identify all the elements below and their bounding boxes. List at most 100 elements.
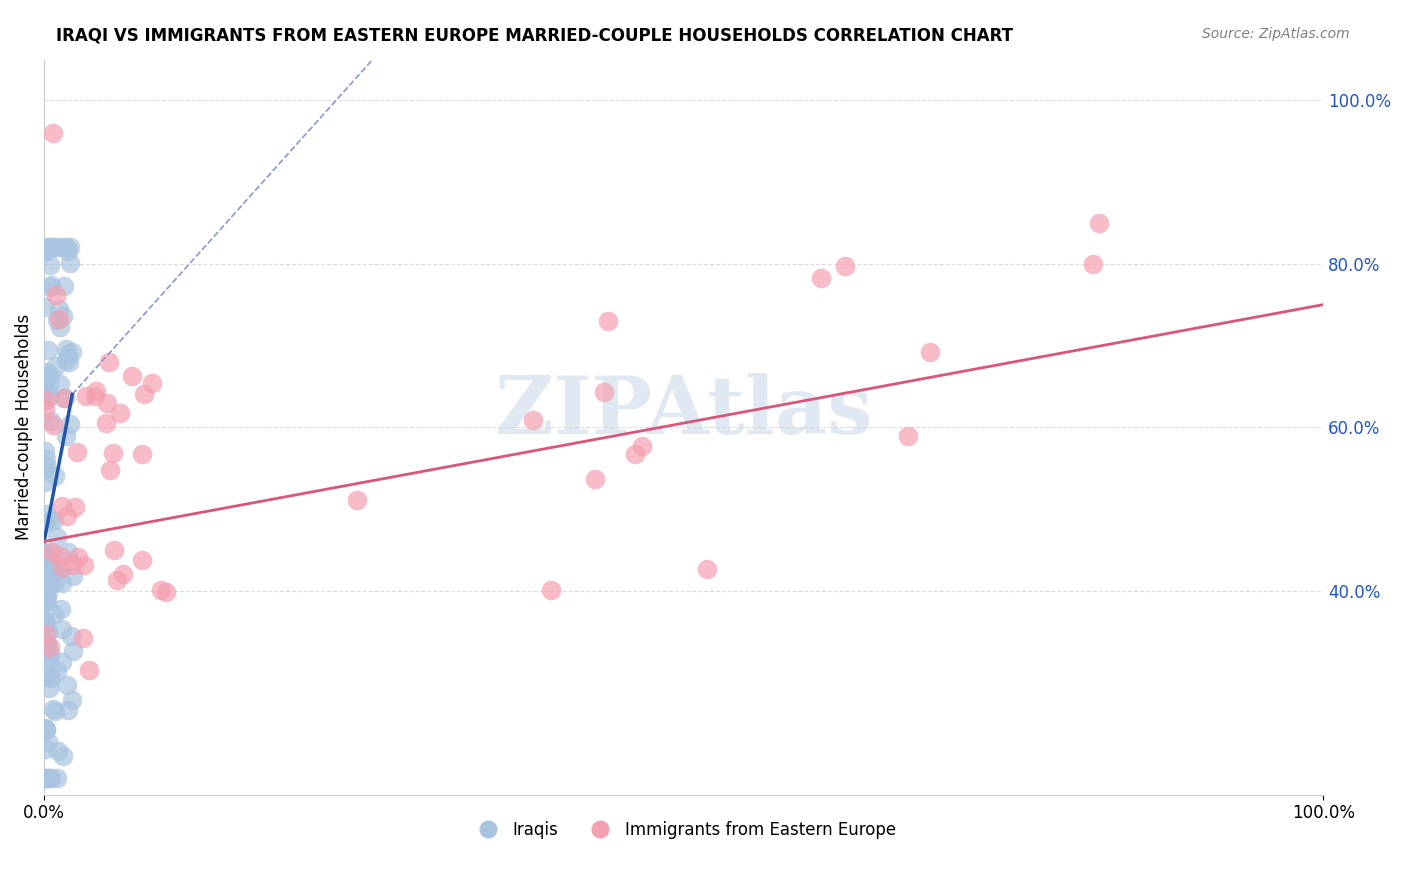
Iraqis [48, 561, 70, 575]
Immigrants from Eastern Europe [696, 562, 718, 576]
Iraqis [48, 302, 70, 317]
Iraqis [34, 721, 56, 735]
Immigrants from Eastern Europe [62, 558, 84, 572]
Immigrants from Eastern Europe [598, 313, 620, 327]
Iraqis [35, 384, 58, 399]
Iraqis [34, 444, 56, 458]
Iraqis [55, 677, 77, 691]
Immigrants from Eastern Europe [97, 354, 120, 368]
Iraqis [41, 240, 63, 254]
Immigrants from Eastern Europe [35, 627, 58, 641]
Immigrants from Eastern Europe [103, 543, 125, 558]
Iraqis [44, 469, 66, 483]
Iraqis [46, 313, 69, 327]
Immigrants from Eastern Europe [131, 552, 153, 566]
Iraqis [51, 602, 73, 616]
Iraqis [44, 359, 66, 374]
Iraqis [55, 352, 77, 367]
Iraqis [37, 343, 59, 358]
Immigrants from Eastern Europe [77, 663, 100, 677]
Text: Source: ZipAtlas.com: Source: ZipAtlas.com [1202, 27, 1350, 41]
Iraqis [41, 702, 63, 716]
Iraqis [38, 681, 60, 696]
Immigrants from Eastern Europe [55, 508, 77, 523]
Iraqis [35, 244, 58, 258]
Iraqis [38, 652, 60, 666]
Iraqis [34, 772, 56, 786]
Immigrants from Eastern Europe [583, 472, 606, 486]
Immigrants from Eastern Europe [630, 439, 652, 453]
Iraqis [46, 240, 69, 254]
Iraqis [39, 567, 62, 582]
Iraqis [34, 723, 56, 737]
Iraqis [46, 530, 69, 544]
Iraqis [59, 256, 82, 270]
Iraqis [42, 607, 65, 622]
Immigrants from Eastern Europe [75, 389, 97, 403]
Iraqis [35, 772, 58, 786]
Iraqis [34, 614, 56, 628]
Immigrants from Eastern Europe [1081, 257, 1104, 271]
Legend: Iraqis, Immigrants from Eastern Europe: Iraqis, Immigrants from Eastern Europe [464, 814, 903, 846]
Iraqis [52, 279, 75, 293]
Iraqis [62, 644, 84, 658]
Immigrants from Eastern Europe [121, 368, 143, 383]
Immigrants from Eastern Europe [48, 312, 70, 326]
Immigrants from Eastern Europe [593, 385, 616, 400]
Iraqis [38, 258, 60, 272]
Immigrants from Eastern Europe [624, 447, 647, 461]
Immigrants from Eastern Europe [84, 384, 107, 399]
Iraqis [60, 344, 83, 359]
Immigrants from Eastern Europe [73, 558, 96, 573]
Iraqis [34, 595, 56, 609]
Iraqis [49, 377, 72, 392]
Immigrants from Eastern Europe [42, 126, 65, 140]
Iraqis [42, 240, 65, 254]
Immigrants from Eastern Europe [131, 447, 153, 461]
Immigrants from Eastern Europe [48, 549, 70, 563]
Immigrants from Eastern Europe [51, 499, 73, 513]
Iraqis [45, 664, 67, 678]
Iraqis [38, 376, 60, 391]
Iraqis [35, 590, 58, 604]
Iraqis [52, 240, 75, 254]
Iraqis [38, 772, 60, 786]
Iraqis [34, 451, 56, 466]
Immigrants from Eastern Europe [35, 392, 58, 407]
Iraqis [59, 240, 82, 254]
Iraqis [34, 240, 56, 254]
Iraqis [34, 385, 56, 400]
Iraqis [51, 623, 73, 637]
Iraqis [34, 552, 56, 566]
Iraqis [49, 319, 72, 334]
Iraqis [35, 722, 58, 736]
Immigrants from Eastern Europe [94, 417, 117, 431]
Iraqis [34, 549, 56, 563]
Iraqis [37, 624, 59, 639]
Immigrants from Eastern Europe [98, 463, 121, 477]
Immigrants from Eastern Europe [105, 573, 128, 587]
Iraqis [60, 693, 83, 707]
Immigrants from Eastern Europe [149, 582, 172, 597]
Immigrants from Eastern Europe [34, 402, 56, 417]
Immigrants from Eastern Europe [101, 446, 124, 460]
Iraqis [34, 300, 56, 314]
Iraqis [34, 618, 56, 632]
Immigrants from Eastern Europe [155, 585, 177, 599]
Iraqis [37, 586, 59, 600]
Immigrants from Eastern Europe [39, 640, 62, 654]
Immigrants from Eastern Europe [96, 396, 118, 410]
Iraqis [58, 703, 80, 717]
Iraqis [56, 545, 79, 559]
Iraqis [39, 513, 62, 527]
Iraqis [34, 475, 56, 489]
Immigrants from Eastern Europe [66, 445, 89, 459]
Immigrants from Eastern Europe [65, 500, 87, 515]
Iraqis [39, 555, 62, 569]
Immigrants from Eastern Europe [920, 345, 942, 359]
Iraqis [59, 629, 82, 643]
Immigrants from Eastern Europe [45, 287, 67, 301]
Immigrants from Eastern Europe [522, 413, 544, 427]
Iraqis [37, 734, 59, 748]
Iraqis [55, 342, 77, 356]
